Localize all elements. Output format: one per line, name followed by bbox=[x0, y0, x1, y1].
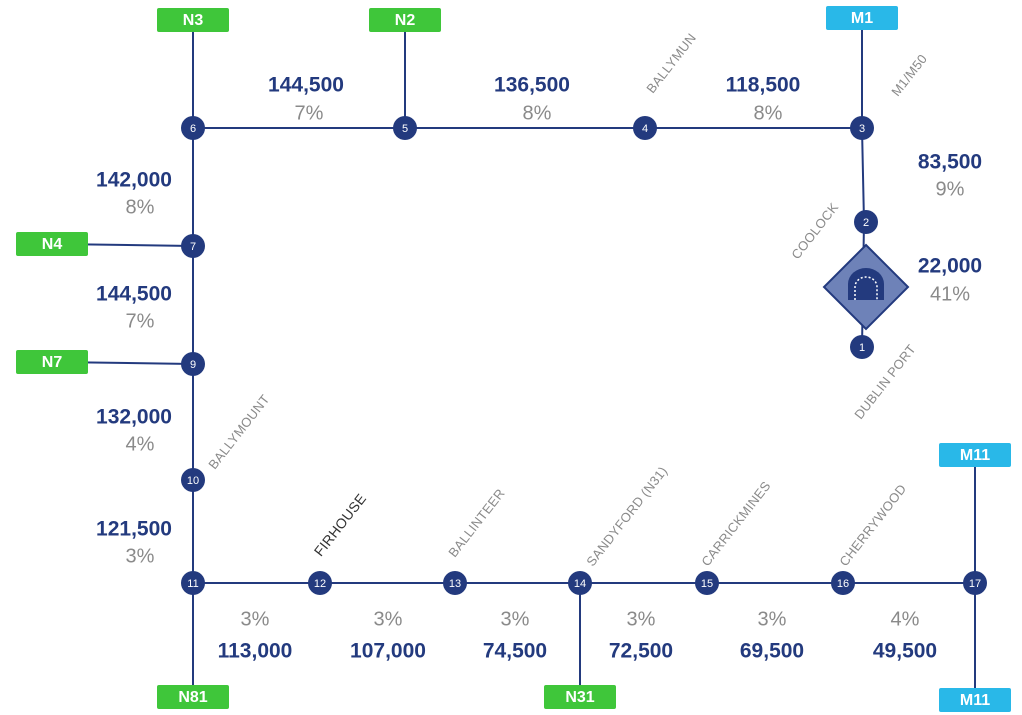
road-badge bbox=[16, 350, 88, 374]
junction bbox=[850, 116, 874, 140]
junction-number: 17 bbox=[969, 578, 981, 590]
road-badge bbox=[369, 8, 441, 32]
junction-number: 6 bbox=[190, 123, 196, 135]
place-label: BALLINTEER bbox=[445, 486, 508, 560]
road-badge bbox=[939, 443, 1011, 467]
junction-number: 10 bbox=[187, 475, 199, 487]
segment-volume: 136,500 bbox=[494, 74, 570, 97]
tunnel-icon-arch bbox=[854, 276, 878, 300]
junction-number: 14 bbox=[574, 578, 586, 590]
junction-number: 5 bbox=[402, 123, 408, 135]
road-badge bbox=[16, 232, 88, 256]
segment-volume: 69,500 bbox=[740, 640, 804, 663]
junction-number: 15 bbox=[701, 578, 713, 590]
road-label: M1 bbox=[851, 10, 873, 27]
place-label: BALLYMUN bbox=[643, 30, 699, 96]
junction bbox=[831, 571, 855, 595]
segment-percent: 7% bbox=[295, 102, 324, 124]
road-badge bbox=[826, 6, 898, 30]
segment-percent: 3% bbox=[627, 608, 656, 630]
segment-volume: 107,000 bbox=[350, 640, 426, 663]
place-label: BALLYMOUNT bbox=[205, 392, 272, 472]
segment-percent: 3% bbox=[126, 545, 155, 567]
junction bbox=[443, 571, 467, 595]
segment-percent: 8% bbox=[126, 196, 155, 218]
junction-number: 4 bbox=[642, 123, 648, 135]
junction bbox=[850, 335, 874, 359]
segment-percent: 7% bbox=[126, 310, 155, 332]
place-label: CARRICKMINES bbox=[698, 478, 773, 569]
segment-volume: 132,000 bbox=[96, 406, 172, 429]
road-line bbox=[193, 127, 865, 223]
segment-volume: 121,500 bbox=[96, 518, 172, 541]
tunnel bbox=[822, 243, 910, 331]
junction-number: 11 bbox=[187, 578, 198, 590]
place-label: M1/M50 bbox=[888, 51, 930, 99]
junction bbox=[393, 116, 417, 140]
road-label: N81 bbox=[178, 689, 207, 706]
junction bbox=[854, 210, 878, 234]
place-label: FIRHOUSE bbox=[311, 490, 370, 559]
junction bbox=[568, 571, 592, 595]
place-label: SANDYFORD (N31) bbox=[583, 463, 670, 569]
junction-number: 1 bbox=[859, 342, 865, 354]
road-label: N31 bbox=[565, 689, 594, 706]
segment-volume: 83,500 bbox=[918, 151, 982, 174]
road-badge bbox=[157, 8, 229, 32]
segment-volume: 144,500 bbox=[96, 283, 172, 306]
segment-percent: 41% bbox=[930, 283, 970, 305]
junction bbox=[181, 352, 205, 376]
segment-percent: 9% bbox=[936, 178, 965, 200]
junction-number: 16 bbox=[837, 578, 849, 590]
road-badge bbox=[939, 688, 1011, 712]
junction bbox=[308, 571, 332, 595]
road-label: N7 bbox=[42, 354, 63, 371]
segment-percent: 3% bbox=[374, 608, 403, 630]
segment-percent: 4% bbox=[891, 608, 920, 630]
segment-volume: 118,500 bbox=[726, 74, 801, 97]
road-label: M11 bbox=[960, 692, 990, 709]
segment-percent: 3% bbox=[501, 608, 530, 630]
segment-volume: 74,500 bbox=[483, 640, 547, 663]
place-label: COOLOCK bbox=[788, 200, 841, 262]
road-label: N4 bbox=[42, 236, 63, 253]
junction bbox=[633, 116, 657, 140]
junction bbox=[181, 116, 205, 140]
segment-volume: 49,500 bbox=[873, 640, 937, 663]
segment-percent: 8% bbox=[523, 102, 552, 124]
junction-number: 7 bbox=[190, 241, 196, 253]
junction bbox=[181, 571, 205, 595]
segment-percent: 4% bbox=[126, 433, 155, 455]
road-badge bbox=[544, 685, 616, 709]
segment-volume: 22,000 bbox=[918, 255, 982, 278]
junction-number: 2 bbox=[863, 217, 869, 229]
junction-number: 9 bbox=[190, 359, 196, 371]
place-label: CHERRYWOOD bbox=[836, 481, 909, 569]
junction bbox=[963, 571, 987, 595]
segment-volume: 144,500 bbox=[268, 74, 344, 97]
segment-percent: 8% bbox=[754, 102, 783, 124]
junction-number: 12 bbox=[314, 578, 326, 590]
segment-volume: 72,500 bbox=[609, 640, 673, 663]
junction bbox=[695, 571, 719, 595]
junction-number: 13 bbox=[449, 578, 461, 590]
road-label: M11 bbox=[960, 447, 990, 464]
road-badge bbox=[157, 685, 229, 709]
junction-number: 3 bbox=[859, 123, 865, 135]
tunnel-icon bbox=[848, 268, 884, 300]
road-label: N2 bbox=[395, 12, 416, 29]
segment-percent: 3% bbox=[758, 608, 787, 630]
junction bbox=[181, 234, 205, 258]
road-label: N3 bbox=[183, 12, 204, 29]
segment-percent: 3% bbox=[241, 608, 270, 630]
junction bbox=[181, 468, 205, 492]
segment-volume: 113,000 bbox=[218, 640, 293, 663]
segment-volume: 142,000 bbox=[96, 169, 172, 192]
